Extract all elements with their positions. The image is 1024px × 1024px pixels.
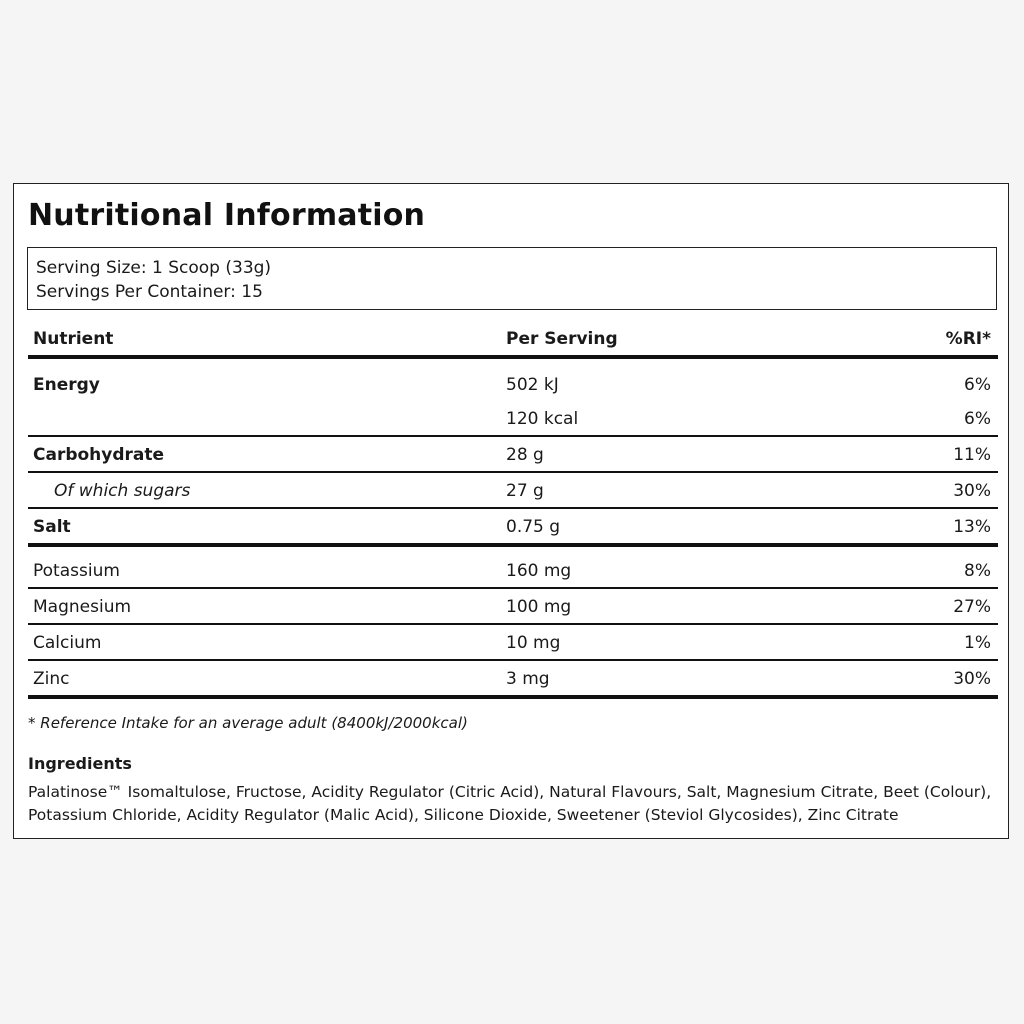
row-sugars-name: Of which sugars xyxy=(54,481,191,501)
row-potassium-per: 160 mg xyxy=(506,561,572,581)
row-divider xyxy=(28,435,998,437)
ingredients-list: Palatinose™ Isomaltulose, Fructose, Acid… xyxy=(28,783,992,824)
row-zinc-ri: 30% xyxy=(953,669,991,689)
row-energy-kcal-ri: 6% xyxy=(964,409,991,429)
row-energy-kj-ri: 6% xyxy=(964,375,991,395)
row-energy-kj: 502 kJ xyxy=(506,375,559,395)
row-sugars-ri: 30% xyxy=(953,481,991,501)
row-salt-name: Salt xyxy=(33,517,71,537)
row-potassium-name: Potassium xyxy=(33,561,120,581)
row-energy-name: Energy xyxy=(33,375,100,395)
row-carbohydrate-name: Carbohydrate xyxy=(33,445,165,465)
row-magnesium-per: 100 mg xyxy=(506,597,572,617)
nutrition-panel: Nutritional Information Serving Size: 1 … xyxy=(13,183,1009,839)
header-per-serving: Per Serving xyxy=(506,329,618,349)
row-calcium-name: Calcium xyxy=(33,633,102,653)
row-carbohydrate-ri: 11% xyxy=(953,445,991,465)
row-salt-per: 0.75 g xyxy=(506,517,561,537)
header-divider xyxy=(28,355,998,359)
ingredients-heading: Ingredients xyxy=(28,754,132,773)
row-sugars-per: 27 g xyxy=(506,481,544,501)
row-divider xyxy=(28,623,998,625)
row-divider xyxy=(28,659,998,661)
section-divider xyxy=(28,543,998,547)
row-divider xyxy=(28,471,998,473)
row-zinc-per: 3 mg xyxy=(506,669,550,689)
row-potassium-ri: 8% xyxy=(964,561,991,581)
header-ri: %RI* xyxy=(945,329,991,349)
reference-intake-footnote: * Reference Intake for an average adult … xyxy=(28,714,468,732)
serving-info-box: Serving Size: 1 Scoop (33g) Servings Per… xyxy=(27,247,997,310)
row-divider xyxy=(28,587,998,589)
row-energy-kcal: 120 kcal xyxy=(506,409,579,429)
row-salt-ri: 13% xyxy=(953,517,991,537)
header-nutrient: Nutrient xyxy=(33,329,114,349)
row-calcium-per: 10 mg xyxy=(506,633,561,653)
row-calcium-ri: 1% xyxy=(964,633,991,653)
serving-size: Serving Size: 1 Scoop (33g) xyxy=(36,258,272,278)
row-divider xyxy=(28,507,998,509)
row-magnesium-name: Magnesium xyxy=(33,597,132,617)
table-bottom-divider xyxy=(28,695,998,699)
servings-per-container: Servings Per Container: 15 xyxy=(36,282,263,302)
page-title: Nutritional Information xyxy=(28,198,426,233)
row-magnesium-ri: 27% xyxy=(953,597,991,617)
row-zinc-name: Zinc xyxy=(33,669,70,689)
row-carbohydrate-per: 28 g xyxy=(506,445,544,465)
